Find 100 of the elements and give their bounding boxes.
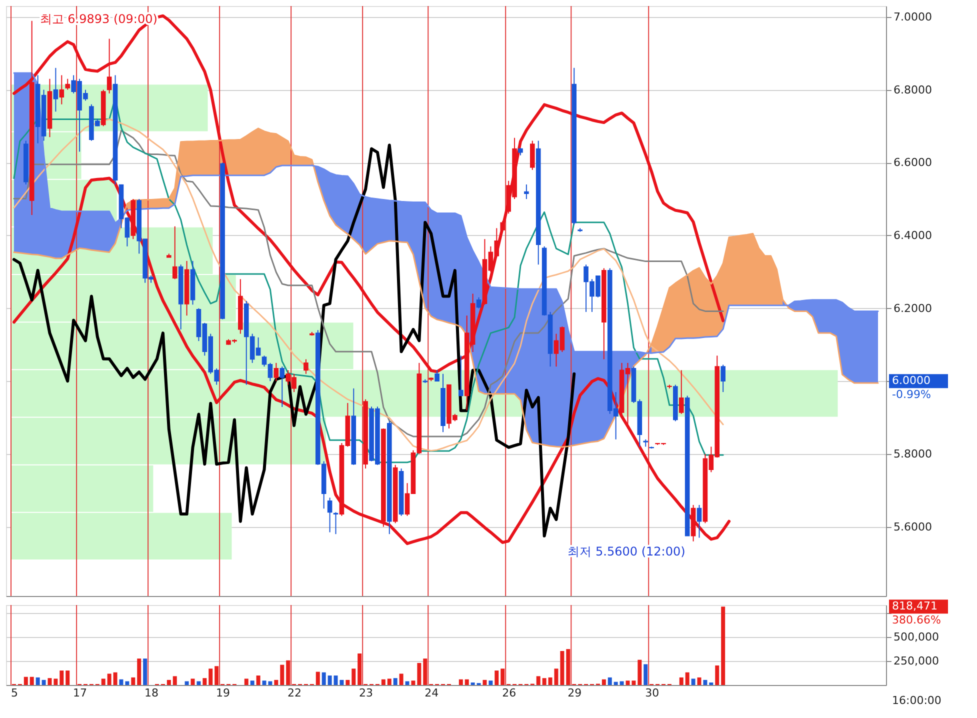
- candlestick: [327, 497, 332, 533]
- line-series: [12, 144, 576, 538]
- y-tick-label: 6.2000: [894, 302, 932, 315]
- bar: [137, 658, 142, 685]
- bar: [703, 680, 708, 685]
- candlestick: [304, 358, 308, 374]
- bar: [697, 677, 702, 685]
- bar: [196, 681, 201, 685]
- candlestick: [172, 226, 178, 280]
- text: 6.0000: [892, 374, 930, 388]
- x-tick-label: 18: [144, 686, 159, 700]
- bar: [36, 677, 40, 685]
- candlestick: [53, 67, 58, 112]
- bar: [500, 668, 505, 685]
- y-tick-label: 6.4000: [894, 228, 932, 242]
- candlestick: [106, 38, 112, 94]
- y-tick-label: 7.0000: [894, 10, 932, 24]
- y-tick-label: 5.8000: [894, 447, 932, 460]
- bar: [482, 680, 487, 685]
- bar: [560, 650, 564, 685]
- bar: [691, 678, 696, 685]
- x-tick-label: 30: [645, 686, 660, 700]
- bar: [24, 676, 28, 685]
- x-tick-label: 5: [10, 686, 18, 700]
- bar: [679, 677, 684, 685]
- bar: [184, 681, 189, 685]
- bar: [60, 670, 64, 685]
- bar: [542, 678, 546, 685]
- bar: [721, 606, 726, 685]
- candlestick: [696, 504, 702, 538]
- x-tick-label: 17: [73, 686, 88, 700]
- x-tick-label: 23: [359, 686, 374, 700]
- bar: [602, 679, 606, 685]
- candlestick: [274, 362, 279, 382]
- bar: [322, 672, 326, 685]
- bar: [458, 679, 463, 685]
- bar: [381, 679, 386, 685]
- candlestick: [500, 220, 506, 232]
- x-tick-label: 29: [568, 686, 582, 700]
- bar: [256, 676, 260, 685]
- candlestick: [458, 355, 464, 396]
- bar: [536, 676, 540, 685]
- candlestick: [280, 366, 285, 408]
- candlestick: [524, 184, 529, 200]
- candlestick: [530, 140, 535, 170]
- bar: [113, 672, 118, 685]
- candlestick: [434, 370, 440, 382]
- bar: [66, 670, 70, 685]
- x-tick-label: 24: [424, 686, 439, 700]
- bar: [423, 658, 428, 685]
- bar: [244, 678, 248, 685]
- bar: [358, 653, 362, 685]
- bar: [399, 674, 404, 685]
- bar: [620, 681, 624, 685]
- text: 380.66%: [892, 614, 941, 627]
- bar: [143, 658, 148, 685]
- y-tick-label: 5.6000: [894, 520, 932, 534]
- bar: [632, 680, 636, 685]
- bar: [101, 678, 106, 685]
- bar: [274, 680, 278, 685]
- bar: [566, 649, 570, 685]
- bar: [417, 662, 422, 685]
- bar: [316, 672, 320, 685]
- bar: [405, 681, 410, 685]
- bar: [166, 680, 171, 685]
- bar: [54, 678, 58, 685]
- bar: [172, 676, 177, 685]
- bar: [608, 677, 612, 685]
- text: -0.99%: [892, 388, 931, 402]
- x-tick-label: 26: [502, 686, 516, 700]
- bar: [107, 674, 112, 685]
- bar: [346, 680, 350, 685]
- bar: [626, 680, 630, 685]
- y-tick-label: 6.8000: [894, 83, 932, 96]
- x-tick-label: 19: [216, 686, 230, 700]
- bar: [250, 680, 254, 685]
- bar: [280, 664, 284, 685]
- bar: [638, 660, 642, 685]
- x-tick-label: 22: [288, 686, 302, 700]
- bar: [464, 679, 469, 685]
- bar: [208, 668, 213, 685]
- bar: [411, 680, 416, 685]
- candlestick: [59, 74, 64, 105]
- bar: [119, 679, 124, 685]
- y-tick-label: 500,000: [894, 630, 939, 644]
- bar: [30, 676, 34, 685]
- bar: [393, 678, 398, 685]
- y-tick-label: 6.6000: [894, 156, 932, 170]
- text: 16:00:00: [892, 694, 942, 707]
- bar: [286, 660, 290, 685]
- bar: [387, 678, 392, 685]
- bar: [48, 678, 52, 685]
- candlestick: [333, 512, 338, 535]
- bar: [614, 682, 618, 685]
- bar: [190, 678, 195, 685]
- candlestick: [476, 296, 482, 309]
- bar: [685, 672, 690, 685]
- bar: [488, 680, 493, 685]
- text: 818,471: [892, 600, 938, 613]
- bar: [214, 666, 219, 685]
